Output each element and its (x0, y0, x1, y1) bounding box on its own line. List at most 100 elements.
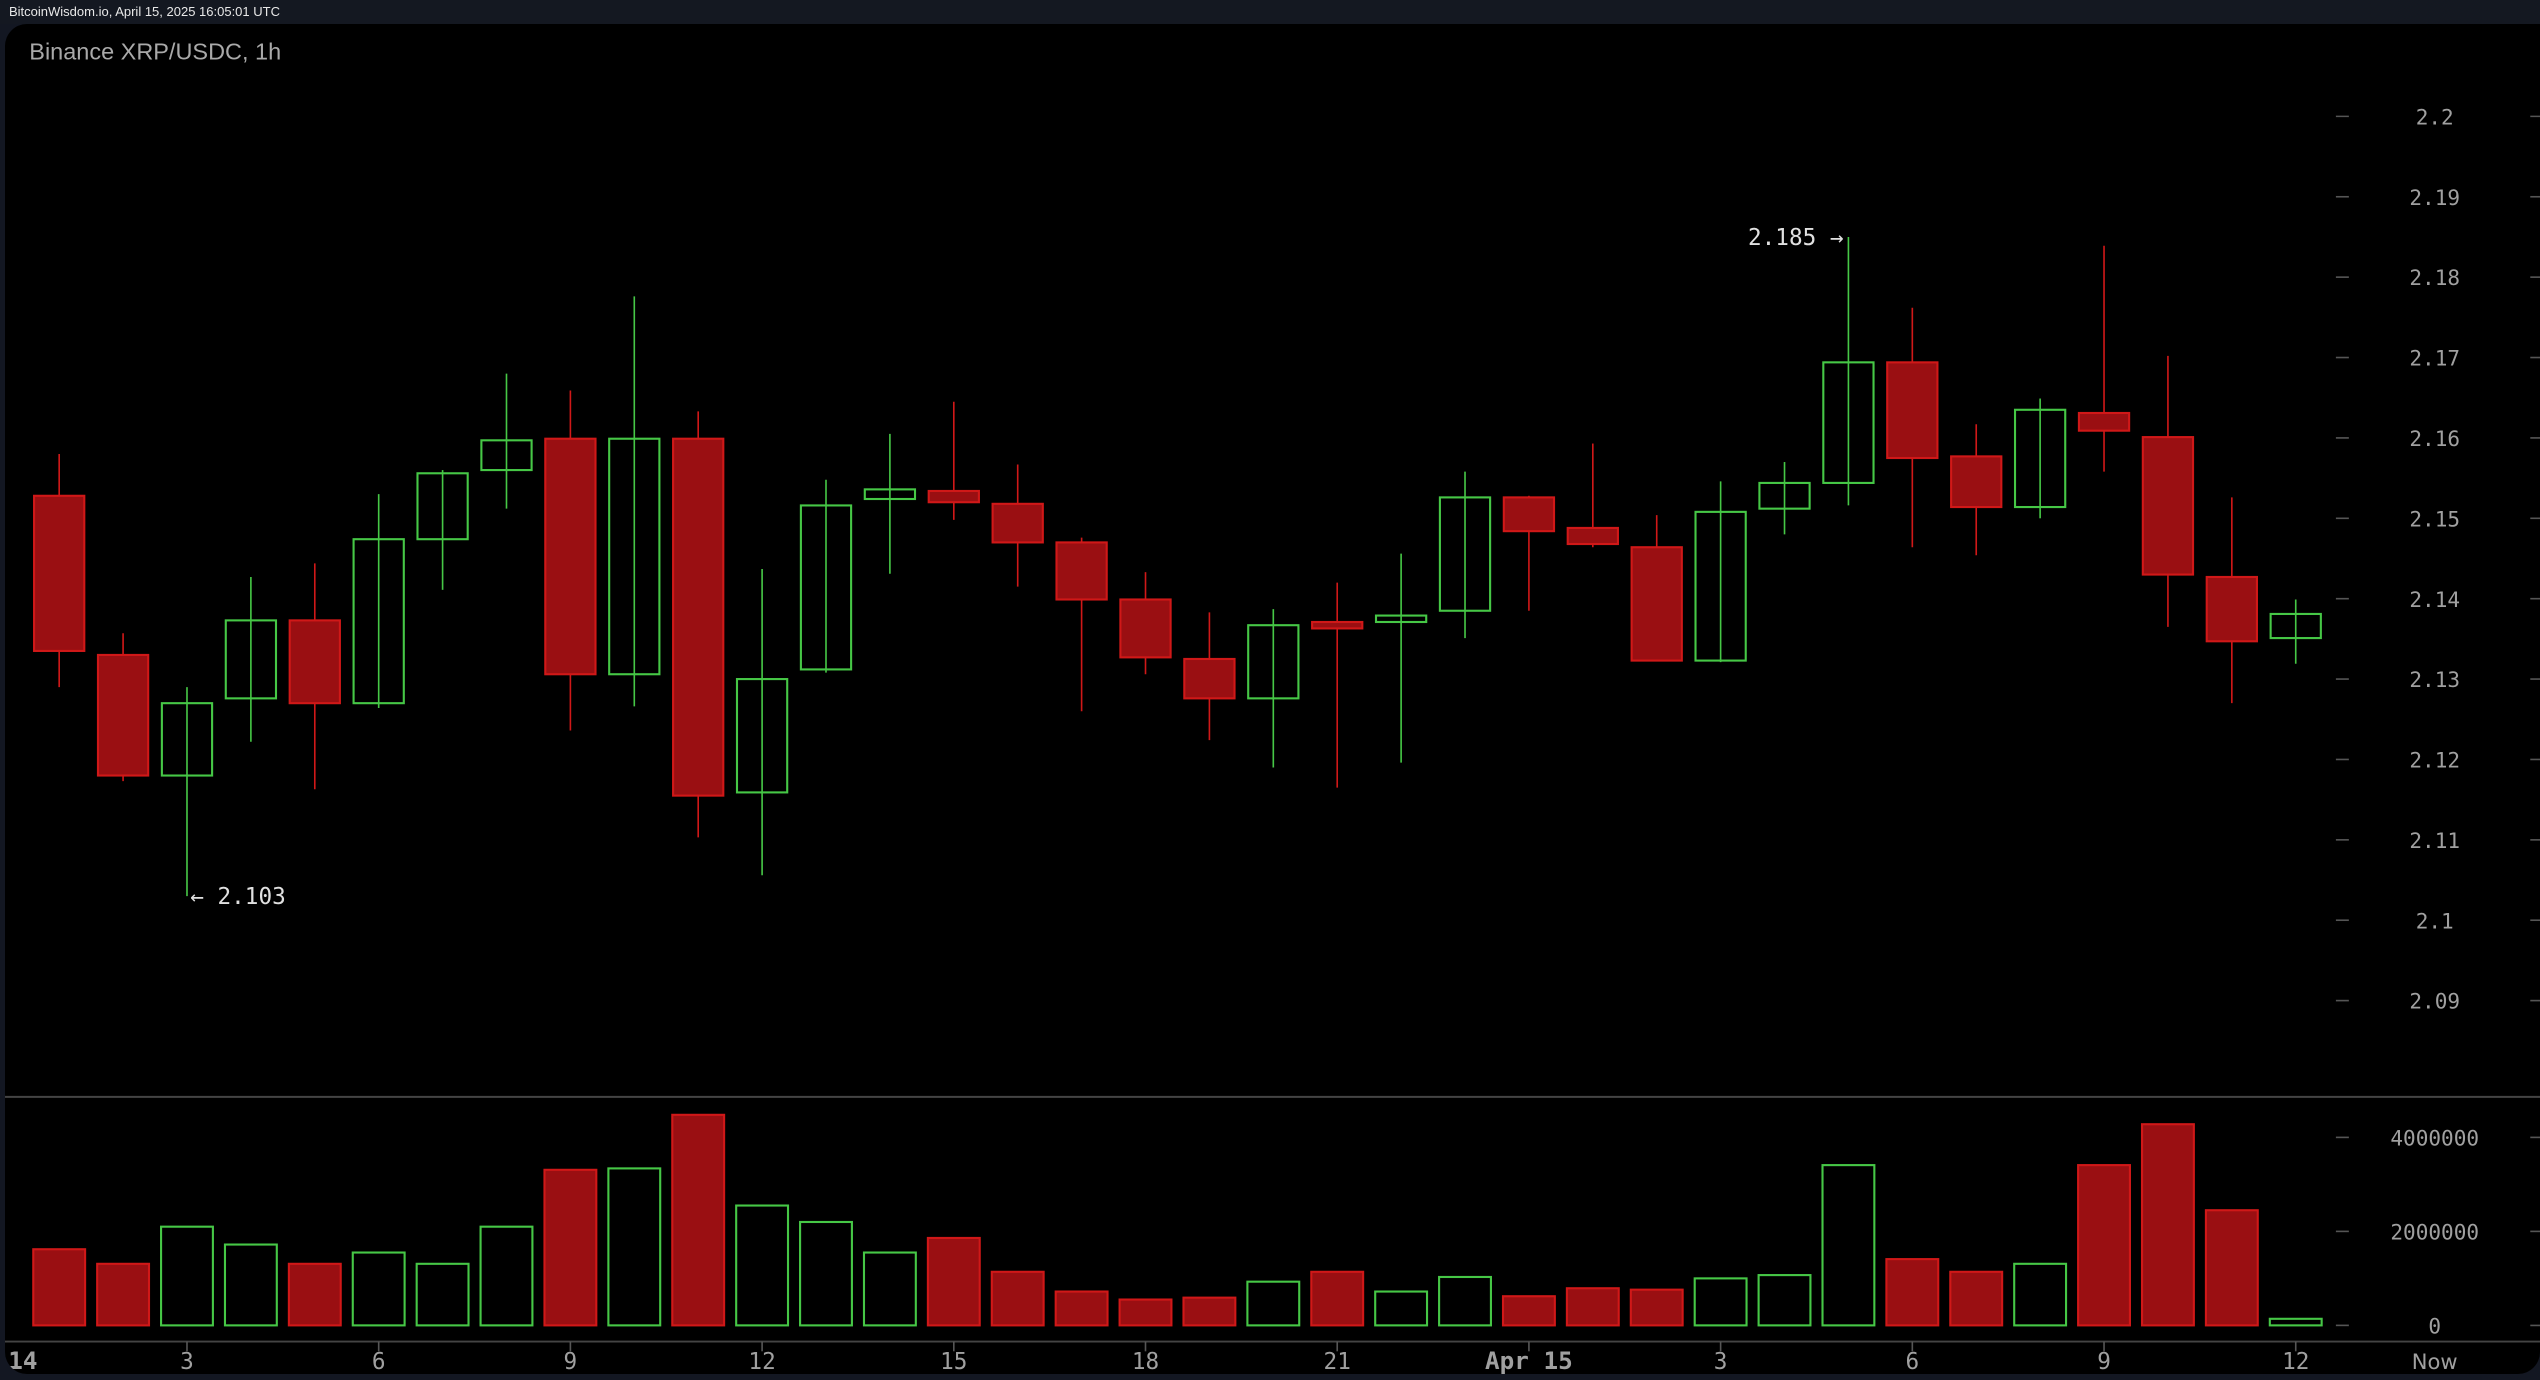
volume-bar-down (287, 1262, 342, 1327)
volume-bar-down (543, 1168, 598, 1327)
volume-bar-up (799, 1220, 853, 1327)
candle-body-down (2141, 436, 2195, 576)
candle-body-up (735, 678, 789, 794)
time-tick-label: 12 (2282, 1349, 2309, 1374)
time-tick-label: 21 (1324, 1349, 1351, 1374)
candle-body-down (1183, 657, 1236, 700)
candle-body-up (480, 439, 533, 472)
candle-body-down (1311, 620, 1364, 630)
candle-body-down (1055, 541, 1108, 601)
candle-body-up (608, 437, 661, 676)
time-tick-label: 14 (8, 1346, 37, 1374)
chart-panel: Binance XRP/USDC, 1h 2.2 2.19 2.18 2.17 2.16… (5, 24, 2540, 1374)
price-tick-label: 2.16 (2409, 426, 2460, 451)
candle-body-up (2013, 408, 2067, 509)
candle-body-up (2269, 612, 2322, 640)
candle-body-down (1630, 546, 1683, 662)
price-tick-label: 2.19 (2409, 185, 2460, 210)
top-bar: BitcoinWisdom.io, April 15, 2025 16:05:0… (0, 0, 2540, 24)
volume-bar-down (2140, 1123, 2195, 1327)
price-tick-label: 2.14 (2409, 587, 2460, 612)
price-tick-label: 2.1 (2416, 908, 2454, 933)
volume-bar-down (1565, 1287, 1620, 1327)
price-tick-label: 2.2 (2416, 104, 2454, 129)
price-tick-label: 2.17 (2409, 346, 2460, 371)
volume-bar-up (1246, 1280, 1301, 1327)
volume-bar-up (351, 1251, 406, 1327)
time-tick-label: Apr 15 (1485, 1346, 1573, 1374)
candle-body-up (1694, 510, 1747, 662)
candle-body-down (991, 502, 1044, 544)
candle-body-up (352, 538, 405, 705)
candle-body-down (2077, 411, 2131, 432)
volume-bar-up (223, 1243, 278, 1327)
volume-tick-label: 2000000 (2390, 1219, 2479, 1244)
volume-bar-down (1310, 1270, 1365, 1327)
time-tick-label: 12 (748, 1349, 775, 1374)
volume-bar-up (160, 1225, 214, 1327)
volume-bar-down (1182, 1296, 1237, 1327)
volume-bar-down (926, 1236, 981, 1327)
time-tick-label: 3 (1714, 1349, 1728, 1374)
volume-bar-down (1118, 1298, 1173, 1327)
volume-bar-down (1054, 1290, 1109, 1327)
price-tick-label: 2.15 (2409, 506, 2460, 531)
price-tick-label: 2.09 (2409, 989, 2460, 1014)
time-tick-label: 6 (1905, 1349, 1919, 1374)
volume-bar-down (1949, 1270, 2004, 1327)
volume-bar-up (2013, 1262, 2068, 1327)
source-timestamp: BitcoinWisdom.io, April 15, 2025 16:05:0… (9, 4, 280, 19)
chart-title: Binance XRP/USDC, 1h (29, 39, 281, 65)
candle-body-down (1119, 598, 1172, 659)
volume-bar-up (1693, 1277, 1748, 1327)
time-tick-label: 9 (2097, 1349, 2111, 1374)
time-tick-label: 18 (1132, 1349, 1159, 1374)
candlestick-chart: Binance XRP/USDC, 1h 2.22.192.182.172.16… (5, 39, 2540, 1374)
candle-body-up (1822, 361, 1875, 484)
price-tick-label: 2.13 (2409, 667, 2460, 692)
volume-bar-down (96, 1262, 151, 1327)
time-tick-label: 15 (940, 1349, 967, 1374)
high-annotation: 2.185 → (1748, 225, 1844, 251)
volume-tick-label: 0 (2428, 1313, 2441, 1338)
candle-body-down (1886, 361, 1939, 460)
candle-body-up (1758, 481, 1811, 510)
low-annotation: ← 2.103 (190, 884, 286, 910)
volume-bar-down (990, 1270, 1045, 1327)
volume-bar-up (1821, 1164, 1876, 1327)
candle-body-down (96, 653, 150, 777)
candle-body-down (2205, 575, 2258, 643)
candle-body-up (1438, 496, 1492, 612)
price-tick-label: 2.18 (2409, 265, 2460, 290)
volume-bar-down (2204, 1209, 2259, 1327)
time-tick-label: 3 (180, 1349, 194, 1374)
volume-bar-up (735, 1204, 790, 1327)
volume-bar-up (415, 1262, 470, 1327)
volume-tick-label: 4000000 (2390, 1125, 2479, 1150)
now-label: Now (2412, 1349, 2458, 1374)
volume-bar-up (1438, 1275, 1492, 1327)
volume-bar-up (479, 1225, 534, 1327)
volume-bar-down (1501, 1295, 1556, 1327)
candle-body-up (416, 472, 469, 541)
volume-bar-down (1629, 1288, 1684, 1327)
volume-bar-up (1374, 1290, 1429, 1327)
candle-body-down (288, 619, 341, 705)
volume-bar-down (32, 1248, 87, 1327)
candle-body-down (1950, 455, 2003, 509)
candle-body-up (1374, 614, 1428, 624)
volume-bar-up (607, 1167, 662, 1327)
volume-bar-down (1885, 1258, 1940, 1327)
price-tick-label: 2.11 (2409, 828, 2460, 853)
candle-body-down (672, 437, 725, 797)
candle-body-up (1247, 624, 1300, 700)
volume-bar-down (671, 1113, 726, 1327)
volume-bar-up (862, 1251, 917, 1327)
price-tick-label: 2.12 (2409, 748, 2460, 773)
candle-body-down (33, 494, 86, 652)
time-tick-label: 6 (372, 1349, 386, 1374)
candle-body-down (1566, 526, 1619, 546)
time-tick-label: 9 (564, 1349, 578, 1374)
candle-body-down (1502, 496, 1556, 533)
volume-bar-down (2077, 1164, 2131, 1327)
